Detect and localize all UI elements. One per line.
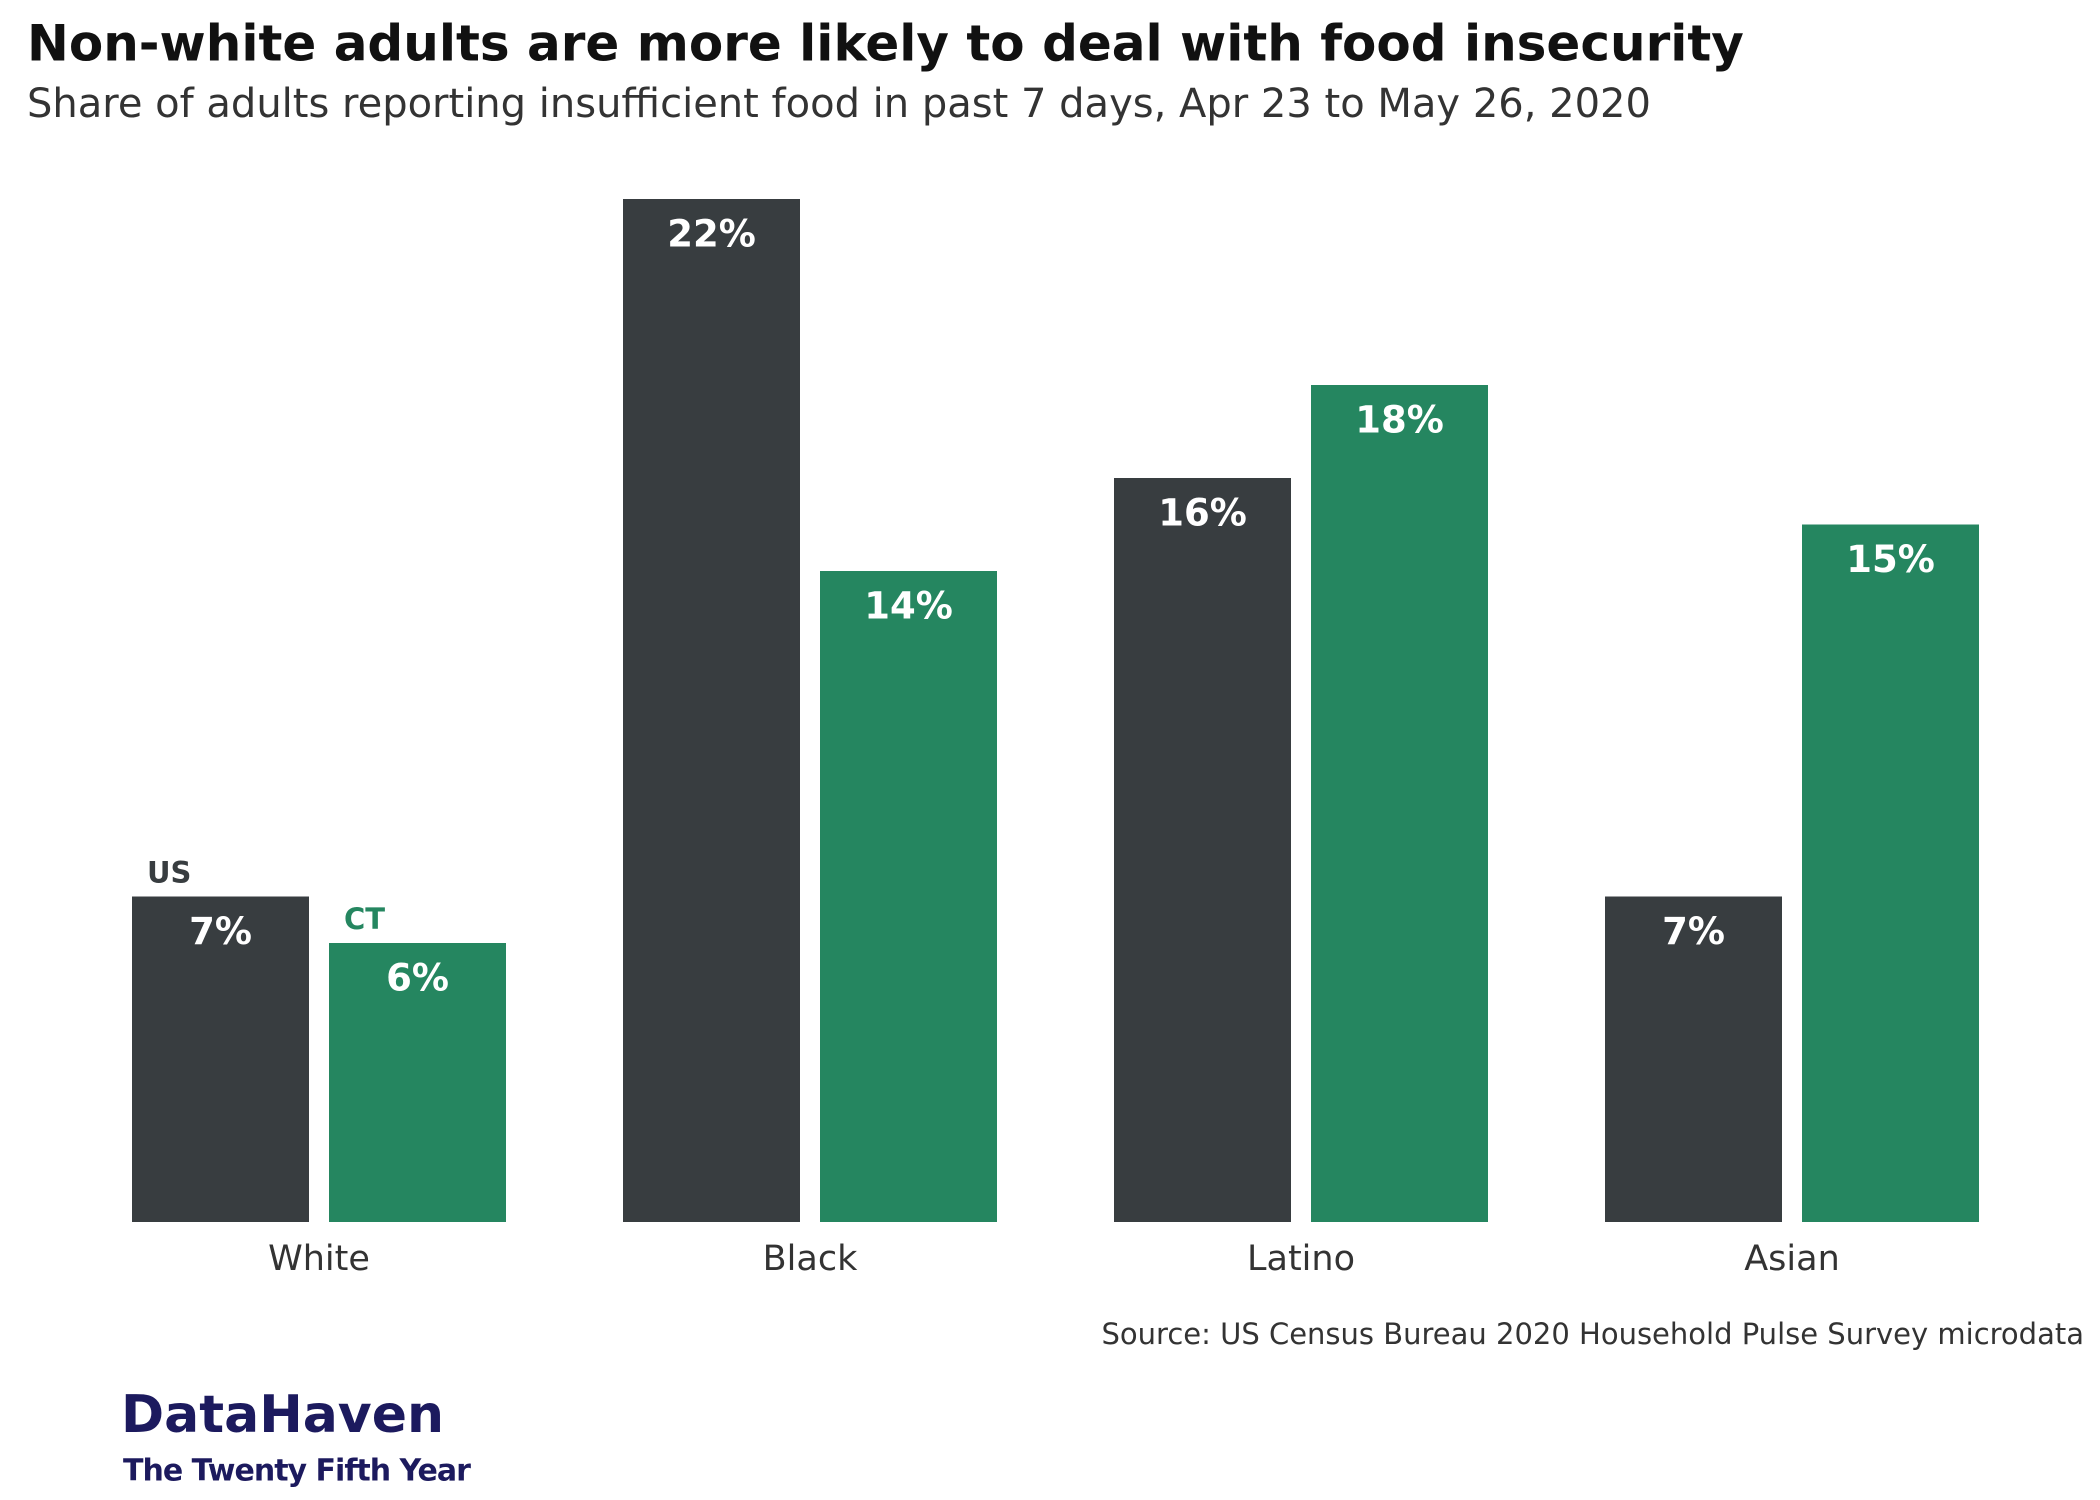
legend-label: CT — [344, 902, 385, 936]
bar — [1802, 524, 1979, 1222]
bar — [1311, 385, 1488, 1222]
x-tick-label: Asian — [1744, 1239, 1840, 1279]
bar — [1114, 478, 1291, 1222]
value-label: 16% — [1158, 492, 1247, 535]
logo-name: DataHaven — [121, 1385, 444, 1445]
source-note: Source: US Census Bureau 2020 Household … — [1102, 1317, 2085, 1351]
bar — [329, 943, 506, 1222]
chart-title: Non-white adults are more likely to deal… — [27, 15, 1744, 73]
x-tick-label: Latino — [1247, 1239, 1355, 1279]
x-tick-label: Black — [763, 1239, 858, 1279]
chart-subtitle: Share of adults reporting insufficient f… — [27, 81, 1651, 127]
bar — [1605, 896, 1782, 1222]
value-label: 18% — [1355, 399, 1444, 442]
value-label: 14% — [864, 585, 953, 628]
value-label: 22% — [667, 213, 756, 256]
value-label: 7% — [1662, 910, 1725, 953]
bar — [623, 199, 800, 1222]
value-label: 7% — [189, 910, 252, 953]
logo-tagline: The Twenty Fifth Year — [123, 1454, 471, 1489]
bar — [820, 571, 997, 1222]
legend-label: US — [147, 856, 191, 890]
value-label: 15% — [1846, 538, 1935, 581]
bar — [132, 896, 309, 1222]
value-label: 6% — [386, 957, 449, 1000]
x-tick-label: White — [268, 1239, 370, 1279]
